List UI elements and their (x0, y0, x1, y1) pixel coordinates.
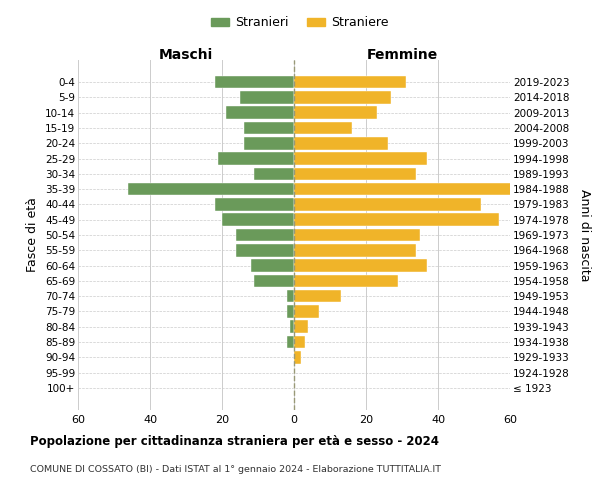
Bar (294, 106, 377, 119)
Bar (294, 152, 427, 165)
Text: Popolazione per cittadinanza straniera per età e sesso - 2024: Popolazione per cittadinanza straniera p… (30, 435, 439, 448)
Bar (294, 336, 305, 348)
Bar (287, 336, 294, 348)
Bar (236, 244, 294, 256)
Text: Femmine: Femmine (367, 48, 437, 62)
Bar (294, 198, 481, 210)
Bar (244, 137, 294, 149)
Bar (294, 137, 388, 149)
Bar (294, 183, 514, 196)
Bar (294, 214, 499, 226)
Bar (218, 152, 294, 165)
Text: COMUNE DI COSSATO (BI) - Dati ISTAT al 1° gennaio 2024 - Elaborazione TUTTITALIA: COMUNE DI COSSATO (BI) - Dati ISTAT al 1… (30, 465, 441, 474)
Bar (294, 320, 308, 333)
Bar (294, 76, 406, 88)
Y-axis label: Anni di nascita: Anni di nascita (578, 188, 591, 281)
Bar (294, 168, 416, 180)
Bar (236, 228, 294, 241)
Bar (240, 91, 294, 104)
Bar (294, 274, 398, 287)
Bar (294, 122, 352, 134)
Bar (294, 351, 301, 364)
Bar (215, 76, 294, 88)
Bar (294, 260, 427, 272)
Bar (287, 290, 294, 302)
Bar (222, 214, 294, 226)
Bar (254, 168, 294, 180)
Bar (294, 290, 341, 302)
Bar (254, 274, 294, 287)
Bar (290, 320, 294, 333)
Bar (294, 305, 319, 318)
Legend: Stranieri, Straniere: Stranieri, Straniere (206, 11, 394, 34)
Bar (287, 305, 294, 318)
Bar (294, 228, 420, 241)
Bar (226, 106, 294, 119)
Bar (294, 91, 391, 104)
Y-axis label: Fasce di età: Fasce di età (26, 198, 40, 272)
Bar (294, 244, 416, 256)
Text: Maschi: Maschi (159, 48, 213, 62)
Bar (244, 122, 294, 134)
Bar (251, 260, 294, 272)
Bar (128, 183, 294, 196)
Bar (215, 198, 294, 210)
